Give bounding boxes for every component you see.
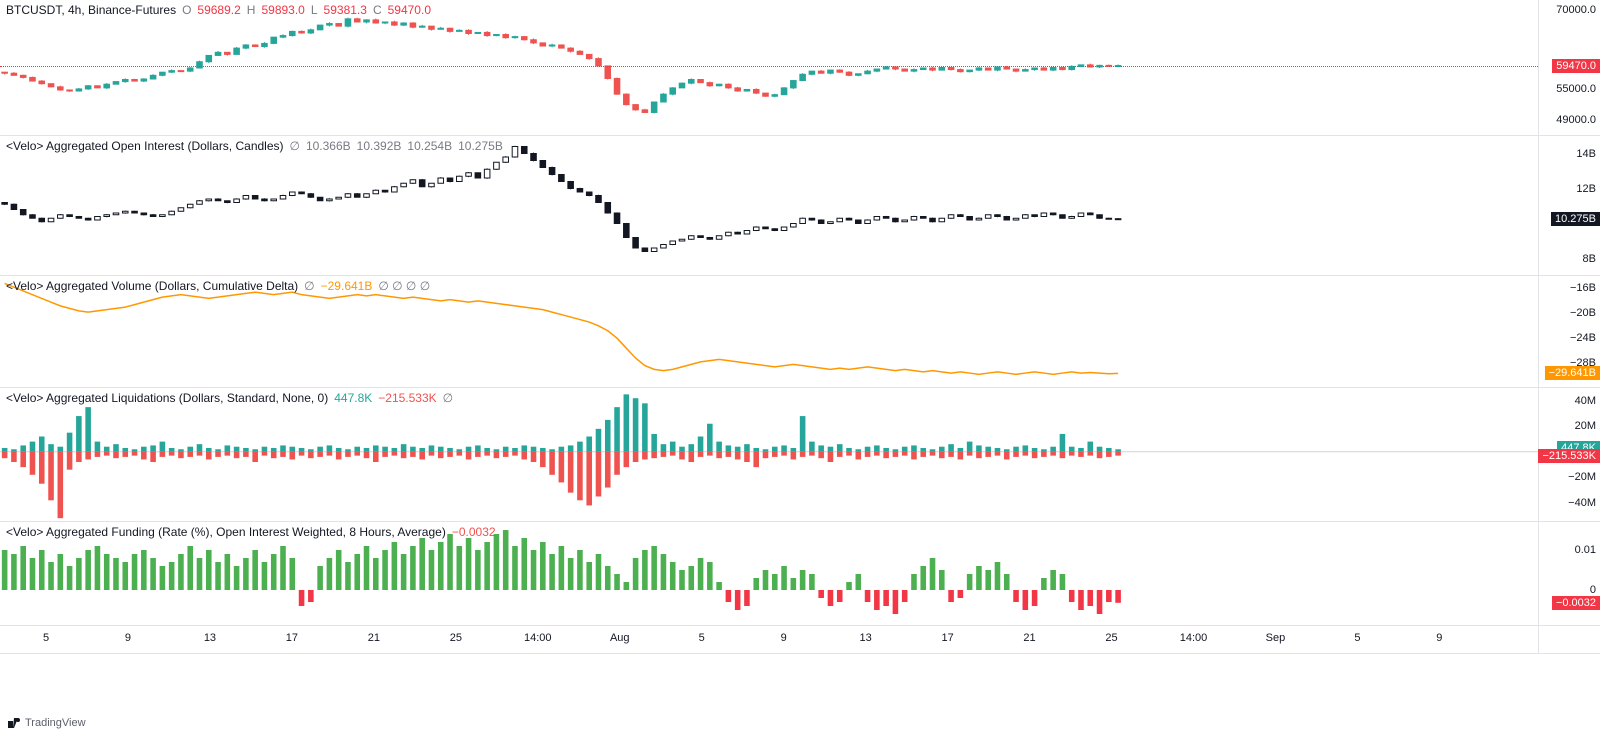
axis-badge: 59470.0 bbox=[1552, 59, 1600, 73]
axis-badge: 10.275B bbox=[1551, 212, 1600, 226]
panel-funding-axis[interactable]: 0.01 0−0.0032 bbox=[1538, 522, 1600, 625]
axis-tick: 0 bbox=[1590, 584, 1596, 596]
panel-funding-legend: <Velo> Aggregated Funding (Rate (%), Ope… bbox=[6, 525, 496, 539]
axis-badge: −29.641B bbox=[1545, 366, 1600, 380]
time-tick: 21 bbox=[368, 632, 380, 644]
time-tick: 9 bbox=[1436, 632, 1442, 644]
panel-cvd-axis[interactable]: −16B−20B−24B−28B−29.641B bbox=[1538, 276, 1600, 387]
last-price-line bbox=[0, 66, 1538, 67]
axis-tick: −20M bbox=[1568, 471, 1596, 483]
time-tick: 9 bbox=[781, 632, 787, 644]
panel-funding[interactable]: <Velo> Aggregated Funding (Rate (%), Ope… bbox=[0, 522, 1600, 626]
time-tick: 17 bbox=[941, 632, 953, 644]
time-tick: 25 bbox=[1105, 632, 1117, 644]
time-tick: 25 bbox=[450, 632, 462, 644]
panel-price[interactable]: BTCUSDT, 4h, Binance-FuturesO59689.2H598… bbox=[0, 0, 1600, 136]
panel-oi[interactable]: <Velo> Aggregated Open Interest (Dollars… bbox=[0, 136, 1600, 276]
axis-tick: 12B bbox=[1576, 183, 1596, 195]
axis-tick: 49000.0 bbox=[1556, 114, 1596, 126]
panel-oi-legend: <Velo> Aggregated Open Interest (Dollars… bbox=[6, 139, 503, 153]
axis-tick: −40M bbox=[1568, 497, 1596, 509]
time-tick: 5 bbox=[1354, 632, 1360, 644]
axis-tick: 14B bbox=[1576, 148, 1596, 160]
panel-price-axis[interactable]: 70000.0 55000.0 49000.0 59470.0 bbox=[1538, 0, 1600, 135]
time-tick: Sep bbox=[1266, 632, 1286, 644]
axis-tick: −24B bbox=[1570, 332, 1596, 344]
axis-tick: 70000.0 bbox=[1556, 4, 1596, 16]
panel-liq-plot[interactable] bbox=[0, 388, 1538, 522]
chart-container[interactable]: BTCUSDT, 4h, Binance-FuturesO59689.2H598… bbox=[0, 0, 1600, 710]
panel-cvd[interactable]: <Velo> Aggregated Volume (Dollars, Cumul… bbox=[0, 276, 1600, 388]
panel-price-main[interactable]: BTCUSDT, 4h, Binance-FuturesO59689.2H598… bbox=[0, 0, 1538, 135]
panel-oi-main[interactable]: <Velo> Aggregated Open Interest (Dollars… bbox=[0, 136, 1538, 275]
panel-liq[interactable]: <Velo> Aggregated Liquidations (Dollars,… bbox=[0, 388, 1600, 522]
axis-tick: −20B bbox=[1570, 307, 1596, 319]
axis-badge: −0.0032 bbox=[1552, 596, 1600, 610]
tradingview-logo: TradingView bbox=[8, 717, 86, 729]
axis-tick: 8B bbox=[1583, 253, 1596, 265]
time-tick: 5 bbox=[699, 632, 705, 644]
panel-liq-axis[interactable]: 40M20M−20M−40M447.8K−215.533K bbox=[1538, 388, 1600, 521]
axis-tick: 55000.0 bbox=[1556, 83, 1596, 95]
panel-funding-main[interactable]: <Velo> Aggregated Funding (Rate (%), Ope… bbox=[0, 522, 1538, 625]
panel-cvd-main[interactable]: <Velo> Aggregated Volume (Dollars, Cumul… bbox=[0, 276, 1538, 387]
axis-tick: 20M bbox=[1575, 420, 1596, 432]
panel-liq-legend: <Velo> Aggregated Liquidations (Dollars,… bbox=[6, 391, 453, 405]
time-tick: 14:00 bbox=[1180, 632, 1208, 644]
time-tick: 5 bbox=[43, 632, 49, 644]
time-tick: 14:00 bbox=[524, 632, 552, 644]
panel-liq-main[interactable]: <Velo> Aggregated Liquidations (Dollars,… bbox=[0, 388, 1538, 521]
panel-price-legend: BTCUSDT, 4h, Binance-FuturesO59689.2H598… bbox=[6, 3, 431, 17]
time-axis[interactable]: 5 9 13 17 21 25 14:00 Aug 5 9 13 17 21 25 14:00 Sep 5 9 bbox=[0, 626, 1600, 654]
axis-tick: 40M bbox=[1575, 395, 1596, 407]
time-tick: 9 bbox=[125, 632, 131, 644]
time-tick: 13 bbox=[860, 632, 872, 644]
panel-cvd-legend: <Velo> Aggregated Volume (Dollars, Cumul… bbox=[6, 279, 430, 293]
time-tick: 13 bbox=[204, 632, 216, 644]
time-tick: Aug bbox=[610, 632, 630, 644]
panel-oi-axis[interactable]: 14B 12B 8B 10.275B bbox=[1538, 136, 1600, 275]
time-tick: 17 bbox=[286, 632, 298, 644]
time-tick: 21 bbox=[1023, 632, 1035, 644]
panel-oi-plot[interactable] bbox=[0, 136, 1538, 276]
axis-tick: −16B bbox=[1570, 282, 1596, 294]
panel-price-plot[interactable] bbox=[0, 0, 1538, 136]
axis-badge: −215.533K bbox=[1538, 449, 1600, 463]
axis-tick: 0.01 bbox=[1575, 544, 1596, 556]
